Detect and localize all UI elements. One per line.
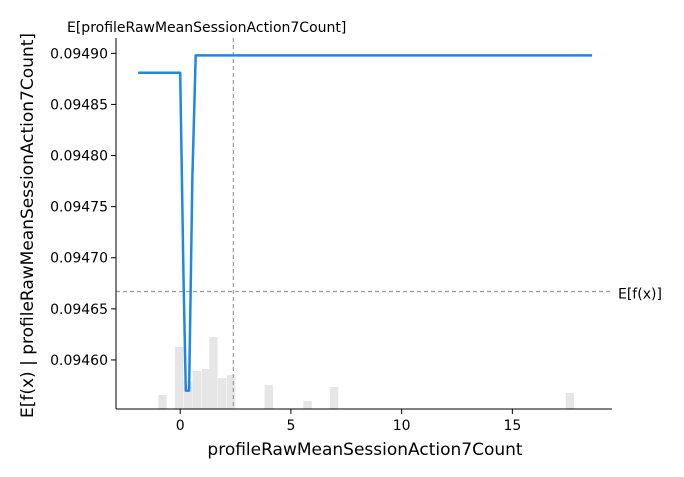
expected-value-reference-label: E[f(x)]: [618, 286, 662, 302]
histogram-bar: [209, 337, 218, 409]
x-tick-label: 5: [286, 418, 295, 434]
histogram-bar: [192, 371, 202, 409]
y-tick-label: 0.09480: [50, 149, 108, 165]
histogram-bar: [226, 375, 236, 409]
histogram-bar: [201, 369, 210, 409]
histogram-bar: [565, 393, 575, 409]
histogram-bar: [158, 395, 167, 409]
histogram-bar: [183, 381, 193, 409]
histogram-bar: [174, 347, 184, 409]
histogram-bar: [264, 385, 273, 409]
histogram-layer: [158, 337, 575, 409]
x-tick-label: 10: [393, 418, 411, 434]
mean-x-reference-label: E[profileRawMeanSessionAction7Count]: [67, 20, 346, 36]
y-tick-label: 0.09465: [50, 302, 108, 318]
y-tick-label: 0.09470: [50, 251, 108, 267]
y-tick-label: 0.09475: [50, 200, 108, 216]
x-tick-label: 15: [503, 418, 521, 434]
y-ticks: 0.09460 0.09465 0.09470 0.09475 0.09480 0.094…: [50, 46, 116, 369]
reference-lines: [116, 38, 612, 409]
y-tick-label: 0.09490: [50, 46, 108, 62]
histogram-bar: [218, 378, 227, 409]
series-layer: [138, 54, 593, 392]
histogram-bar: [329, 387, 339, 409]
y-tick-label: 0.09485: [50, 97, 108, 113]
y-tick-label: 0.09460: [50, 353, 108, 369]
axes: [115, 38, 612, 410]
x-ticks: 0 5 10 15: [176, 409, 521, 434]
x-tick-label: 0: [176, 418, 185, 434]
x-axis-title: profileRawMeanSessionAction7Count: [207, 440, 523, 460]
histogram-bar: [303, 401, 312, 409]
partial-dependence-line: [138, 54, 593, 392]
y-axis-title: E[f(x) | profileRawMeanSessionAction7Cou…: [18, 33, 38, 418]
